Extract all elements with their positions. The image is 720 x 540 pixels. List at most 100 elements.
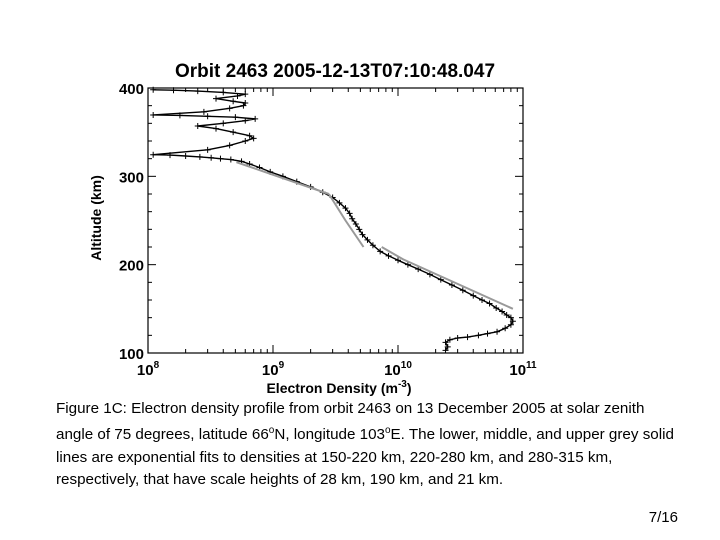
data-point [150, 111, 157, 118]
x-axis-label-suffix: ) [407, 380, 412, 396]
data-point [502, 325, 509, 332]
x-tick-label-base: 10 [509, 362, 526, 379]
x-tick-label: 108 [137, 360, 160, 379]
fit-line-fit-middle [328, 193, 365, 248]
data-point [242, 138, 249, 144]
x-tick-label-base: 10 [262, 362, 279, 379]
data-point [385, 252, 392, 259]
data-point [448, 281, 455, 288]
fit-line-fit-lower [381, 246, 514, 310]
figure-caption: Figure 1C: Electron density profile from… [56, 398, 676, 491]
data-point [208, 154, 215, 161]
data-point [217, 155, 224, 162]
data-point [442, 347, 449, 354]
data-point [507, 314, 514, 321]
x-tick-label-exponent: 11 [526, 360, 537, 371]
x-tick-label-exponent: 8 [154, 360, 160, 371]
caption-degree-symbol-1: o [268, 425, 275, 437]
data-point [230, 98, 237, 105]
data-point [213, 95, 220, 102]
data-point [446, 336, 453, 343]
data-point [220, 89, 227, 96]
data-point [352, 221, 359, 228]
data-point [507, 321, 514, 328]
data-point [499, 308, 506, 315]
data-point [246, 132, 253, 139]
data-point [475, 332, 482, 339]
chart-title: Orbit 2463 2005-12-13T07:10:48.047 [175, 61, 495, 82]
data-point [346, 210, 353, 217]
x-tick-label-exponent: 9 [279, 360, 285, 371]
data-point [444, 343, 451, 350]
data-point [242, 117, 249, 124]
y-tick-label: 400 [119, 81, 144, 98]
data-point [464, 334, 471, 341]
electron-density-chart: Orbit 2463 2005-12-13T07:10:48.047 108 10… [88, 61, 537, 396]
caption-part3: E. The lower, middle, and upper grey sol… [56, 426, 674, 488]
data-point [454, 334, 461, 341]
y-axis-label: Altitude (km) [88, 175, 104, 261]
data-point [359, 231, 366, 238]
data-point [250, 135, 257, 142]
data-point [470, 292, 477, 299]
data-point [213, 125, 220, 132]
data-point [182, 153, 189, 160]
data-point [349, 215, 356, 222]
data-point [232, 114, 239, 121]
caption-part1: Figure 1C: Electron density profile from… [56, 400, 645, 444]
data-point [509, 318, 516, 325]
data-point [369, 242, 376, 249]
data-point [486, 300, 493, 307]
data-point [342, 205, 349, 212]
data-point [437, 276, 444, 283]
data-point [204, 146, 211, 153]
data-point [242, 91, 249, 98]
data-point [167, 152, 174, 159]
data-point [336, 199, 343, 206]
data-point [196, 153, 203, 160]
data-point [242, 100, 249, 107]
data-point [234, 92, 241, 99]
y-tick-label: 200 [119, 258, 144, 275]
x-tick-label-exponent: 10 [401, 360, 413, 371]
data-point [150, 151, 157, 158]
x-tick-label: 1011 [509, 360, 537, 379]
data-point [459, 287, 466, 294]
profile-line [152, 89, 514, 351]
caption-part2: N, longitude 103 [274, 426, 385, 444]
x-tick-label: 109 [262, 360, 285, 379]
data-point [252, 115, 259, 122]
data-point [494, 328, 501, 335]
page-number: 7/16 [648, 509, 678, 526]
data-point [442, 339, 449, 346]
data-point [194, 122, 201, 129]
caption-degree-symbol-2: o [384, 425, 391, 437]
x-axis-label: Electron Density (m-3) [266, 379, 411, 396]
data-point [356, 226, 363, 233]
x-axis-label-exponent: -3 [398, 379, 407, 390]
plot-frame [147, 87, 524, 354]
data-point [503, 312, 510, 319]
fit-line-fit-upper [236, 161, 330, 195]
data-point [176, 112, 183, 119]
data-point [493, 304, 500, 311]
data-point [484, 330, 491, 337]
y-tick-label: 100 [119, 346, 144, 363]
data-point [200, 108, 207, 115]
data-point [364, 236, 371, 243]
x-tick-label: 1010 [384, 360, 412, 379]
data-point [377, 248, 384, 255]
data-point [194, 88, 201, 95]
x-tick-label-base: 10 [384, 362, 401, 379]
data-point [226, 105, 233, 112]
x-tick-label-base: 10 [137, 362, 154, 379]
data-point [220, 120, 227, 127]
data-point [227, 156, 234, 163]
x-axis-label-main: Electron Density (m [266, 380, 397, 396]
data-point [230, 129, 237, 136]
data-point [204, 113, 211, 120]
data-point [395, 257, 401, 264]
data-point [170, 87, 177, 94]
y-tick-label: 300 [119, 169, 144, 186]
